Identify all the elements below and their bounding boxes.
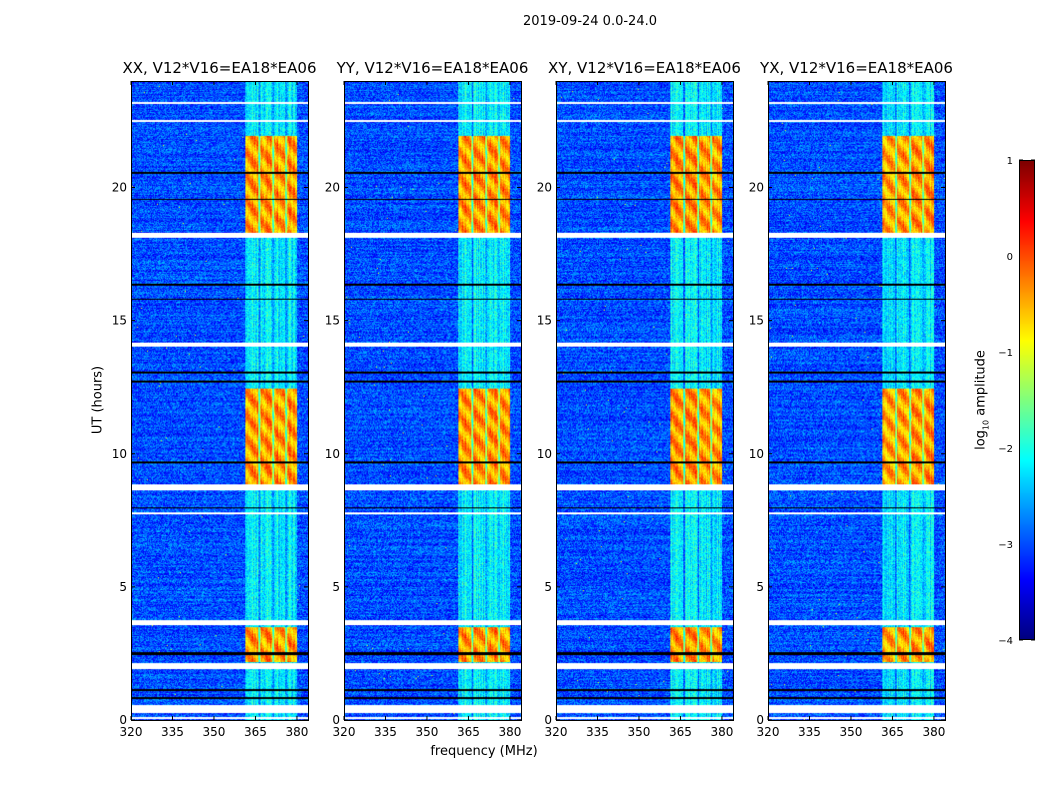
y-tick-label: 10: [325, 447, 340, 461]
y-tick-label: 5: [119, 580, 127, 594]
x-tick-label: 335: [798, 725, 821, 739]
y-tick-label: 0: [119, 713, 127, 727]
x-tick-label: 365: [457, 725, 480, 739]
colorbar-tick-label: −2: [998, 444, 1013, 455]
x-tick-label: 335: [586, 725, 609, 739]
y-tick-label: 10: [537, 447, 552, 461]
colorbar-tick-label: 0: [1007, 252, 1013, 263]
panel-title: YY, V12*V16=EA18*EA06: [336, 59, 529, 77]
x-tick-label: 365: [244, 725, 267, 739]
y-tick-label: 15: [325, 314, 340, 328]
x-tick-label: 380: [498, 725, 521, 739]
y-tick-label: 5: [544, 580, 552, 594]
x-tick-label: 350: [840, 725, 863, 739]
x-tick-label: 320: [545, 725, 568, 739]
y-tick-label: 20: [112, 181, 127, 195]
x-tick-label: 320: [757, 725, 780, 739]
colorbar-tick-label: −1: [998, 348, 1013, 359]
x-tick-label: 365: [669, 725, 692, 739]
y-axis-label: UT (hours): [90, 365, 106, 435]
x-axis-label: frequency (MHz): [430, 744, 538, 759]
y-tick-label: 15: [112, 314, 127, 328]
panel-title: YX, V12*V16=EA18*EA06: [760, 59, 953, 77]
x-tick-label: 350: [203, 725, 226, 739]
y-tick-label: 15: [537, 314, 552, 328]
x-tick-label: 320: [333, 725, 356, 739]
y-tick-label: 5: [332, 580, 340, 594]
colorbar: [1019, 160, 1035, 640]
panel-title: XX, V12*V16=EA18*EA06: [122, 59, 317, 77]
y-tick-label: 20: [749, 181, 764, 195]
y-tick-label: 15: [749, 314, 764, 328]
heatmap-xy: [556, 81, 734, 721]
y-tick-label: 20: [325, 181, 340, 195]
x-tick-label: 335: [161, 725, 184, 739]
colorbar-tick-label: 1: [1007, 156, 1013, 167]
x-tick-label: 380: [922, 725, 945, 739]
colorbar-label: log10 amplitude: [973, 350, 991, 450]
y-tick-label: 0: [756, 713, 764, 727]
heatmap-yy: [344, 81, 522, 721]
y-tick-label: 0: [544, 713, 552, 727]
x-tick-label: 335: [374, 725, 397, 739]
x-tick-label: 380: [710, 725, 733, 739]
panel-title: XY, V12*V16=EA18*EA06: [548, 59, 741, 77]
heatmap-xx: [131, 81, 309, 721]
x-tick-label: 350: [628, 725, 651, 739]
colorbar-tick-label: −3: [998, 540, 1013, 551]
y-tick-label: 0: [332, 713, 340, 727]
x-tick-label: 320: [120, 725, 143, 739]
colorbar-tick-label: −4: [998, 636, 1013, 647]
figure-title: 2019-09-24 0.0-24.0: [523, 14, 657, 29]
x-tick-label: 380: [285, 725, 308, 739]
y-tick-label: 5: [756, 580, 764, 594]
heatmap-yx: [768, 81, 946, 721]
x-tick-label: 365: [881, 725, 904, 739]
y-tick-label: 10: [749, 447, 764, 461]
y-tick-label: 10: [112, 447, 127, 461]
x-tick-label: 350: [416, 725, 439, 739]
y-tick-label: 20: [537, 181, 552, 195]
